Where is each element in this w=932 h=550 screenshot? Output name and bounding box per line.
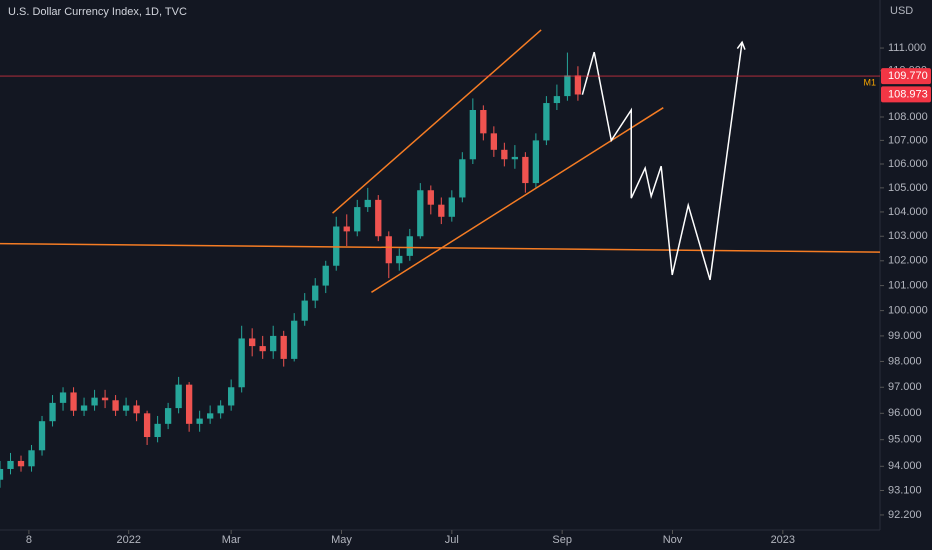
- candle-body: [532, 140, 540, 184]
- x-tick-label: Jul: [445, 534, 459, 546]
- candle-body: [238, 338, 245, 388]
- candle-body: [375, 199, 382, 237]
- candle-body: [143, 413, 151, 438]
- candle-body: [480, 110, 487, 134]
- candle-body: [427, 190, 434, 205]
- x-tick-label: 2023: [771, 534, 795, 546]
- candle-body: [0, 468, 4, 480]
- y-tick-label: 93.100: [888, 484, 922, 496]
- drawing-line: [581, 42, 743, 281]
- candle-body: [301, 300, 308, 321]
- candle-body: [7, 460, 14, 469]
- candle-body: [396, 255, 403, 264]
- y-tick-label: 97.000: [888, 381, 922, 393]
- y-tick-label: 105.000: [888, 182, 928, 194]
- plot: [0, 29, 881, 488]
- drawing-line: [371, 107, 664, 293]
- candle-body: [333, 226, 340, 266]
- y-tick-label: 100.000: [888, 305, 928, 317]
- y-tick-label: 106.000: [888, 158, 928, 170]
- candle-body: [574, 75, 582, 95]
- candle-body: [385, 236, 392, 264]
- candle-body: [448, 197, 455, 217]
- candle-body: [196, 418, 203, 424]
- candle-body: [175, 384, 182, 409]
- candle-body: [406, 236, 413, 256]
- y-tick-label: 94.000: [888, 460, 922, 472]
- candle-body: [49, 402, 56, 422]
- x-tick-label: Nov: [663, 534, 683, 546]
- candle-body: [291, 320, 298, 359]
- candle-body: [280, 335, 287, 359]
- candle-body: [101, 397, 109, 401]
- y-tick-label: 98.000: [888, 355, 922, 367]
- candle-body: [164, 408, 172, 424]
- y-tick-label: 101.000: [888, 279, 928, 291]
- candle-body: [249, 338, 256, 347]
- y-tick-label: 104.000: [888, 206, 928, 218]
- y-tick-label: 102.000: [888, 255, 928, 267]
- candle-body: [206, 413, 214, 419]
- candle-body: [490, 133, 498, 150]
- y-tick-label: 107.000: [888, 134, 928, 146]
- y-tick-label: 111.000: [888, 42, 926, 54]
- x-tick-label: 2022: [116, 534, 140, 546]
- candle-body: [80, 405, 88, 411]
- x-tick-label: 8: [26, 534, 32, 546]
- candle-body: [17, 460, 25, 467]
- candle-body: [185, 384, 193, 424]
- candle-body: [364, 199, 371, 208]
- candle-body: [312, 285, 319, 301]
- arrow-head: [736, 40, 746, 50]
- price-label: 108.973: [888, 88, 928, 100]
- drawing-line: [0, 242, 881, 253]
- candle-body: [154, 423, 161, 438]
- candle-body: [543, 103, 550, 141]
- candle-body: [38, 421, 46, 451]
- y-tick-label: 96.000: [888, 407, 922, 419]
- candle-body: [354, 207, 361, 232]
- candle-body: [91, 397, 98, 406]
- price-label-box: [881, 86, 931, 103]
- chart-title: U.S. Dollar Currency Index, 1D, TVC: [8, 6, 187, 18]
- candle-body: [28, 450, 35, 467]
- candle-body: [511, 156, 519, 160]
- candle-body: [469, 110, 476, 160]
- candle-body: [553, 96, 561, 104]
- y-tick-label: 99.000: [888, 330, 922, 342]
- x-tick-label: Sep: [552, 534, 572, 546]
- axes: 111.000110.000108.000107.000106.000105.0…: [26, 42, 931, 546]
- y-tick-label: 92.200: [888, 509, 922, 521]
- candle-body: [438, 204, 445, 217]
- candle-body: [564, 75, 571, 97]
- candle-body: [133, 405, 140, 414]
- candle-body: [343, 226, 350, 232]
- candle-body: [122, 405, 130, 411]
- y-tick-label: 103.000: [888, 230, 928, 242]
- candle-body: [112, 400, 119, 411]
- drawing-line: [332, 29, 542, 214]
- candle-body: [322, 265, 329, 286]
- x-tick-label: Mar: [222, 534, 241, 546]
- y-tick-label: 95.000: [888, 434, 922, 446]
- candle-body: [217, 405, 224, 414]
- candle-body: [228, 387, 235, 406]
- candle-body: [459, 159, 466, 198]
- candle-body: [59, 392, 67, 403]
- candle-body: [70, 392, 77, 411]
- price-label: 109.770: [888, 70, 928, 82]
- price-label-box: [881, 68, 931, 85]
- candle-body: [259, 346, 266, 352]
- y-tick-label: 108.000: [888, 111, 928, 123]
- level-name: M1: [863, 77, 876, 87]
- candle-body: [522, 156, 529, 184]
- candle-body: [501, 149, 508, 160]
- x-tick-label: May: [331, 534, 352, 546]
- candle-body: [417, 190, 424, 237]
- candle-body: [270, 335, 277, 352]
- currency-label: USD: [890, 5, 913, 17]
